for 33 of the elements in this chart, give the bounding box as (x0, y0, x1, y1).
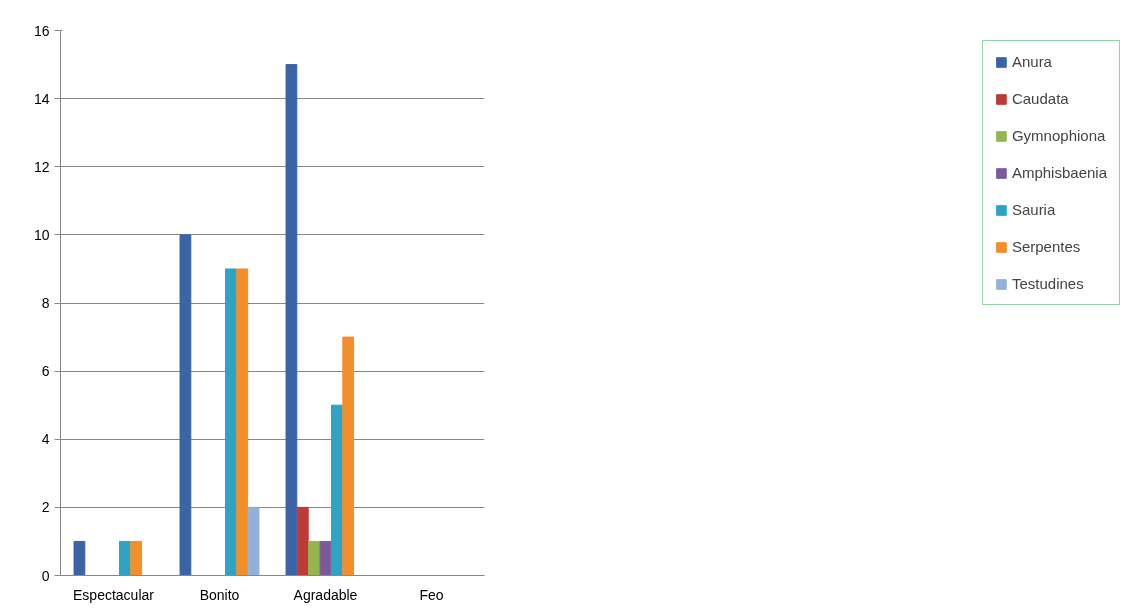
bar (247, 506, 260, 576)
legend-label: Testudines (1011, 275, 1084, 292)
y-tick-label: 12 (33, 158, 50, 175)
legend-label: Caudata (1011, 90, 1069, 107)
y-tick-label: 10 (33, 226, 50, 243)
bar (224, 268, 237, 576)
y-tick-label: 4 (41, 431, 50, 448)
y-tick-label: 14 (33, 90, 50, 107)
y-tick-label: 2 (41, 499, 50, 516)
bar (179, 234, 192, 576)
legend-label: Sauria (1011, 201, 1056, 218)
x-tick-label: Espectacular (73, 586, 155, 603)
bar (342, 336, 355, 576)
bar (130, 540, 143, 576)
legend-label: Amphisbaenia (1011, 164, 1107, 181)
bar (236, 268, 249, 576)
bar (296, 506, 309, 576)
y-tick-label: 8 (41, 295, 50, 311)
bar (73, 540, 86, 576)
bar (308, 540, 321, 576)
bar (285, 64, 298, 576)
x-tick-label: Bonito (199, 586, 240, 603)
x-tick-label: Agradable (293, 586, 358, 603)
y-tick-label: 16 (33, 22, 50, 39)
y-tick-label: 0 (41, 567, 50, 584)
bar (118, 540, 131, 576)
bar (330, 404, 343, 576)
y-tick-label: 6 (41, 363, 50, 380)
x-tick-label: Feo (419, 586, 444, 603)
legend-label: Anura (1011, 53, 1052, 70)
legend-label: Serpentes (1011, 238, 1081, 255)
legend-label: Gymnophiona (1011, 127, 1106, 144)
bar (319, 540, 332, 576)
